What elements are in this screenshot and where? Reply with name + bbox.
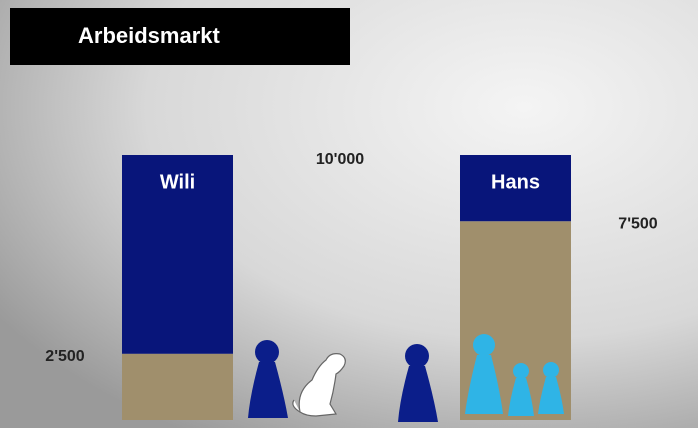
value-label: 7'500 [618,215,658,232]
category-label: Wili [160,171,195,193]
annotation: 10'000 [316,151,364,168]
chart-title: Arbeidsmarkt [78,23,221,48]
bar-segment [122,354,233,420]
value-label: 2'500 [45,348,85,365]
page: {"chart_data": {"type": "stacked_bar", "… [0,0,698,428]
category-label: Hans [491,171,540,193]
chart: Arbeidsmarkt 2'500 Wili 7'500 Hans 10'000 [0,0,698,428]
